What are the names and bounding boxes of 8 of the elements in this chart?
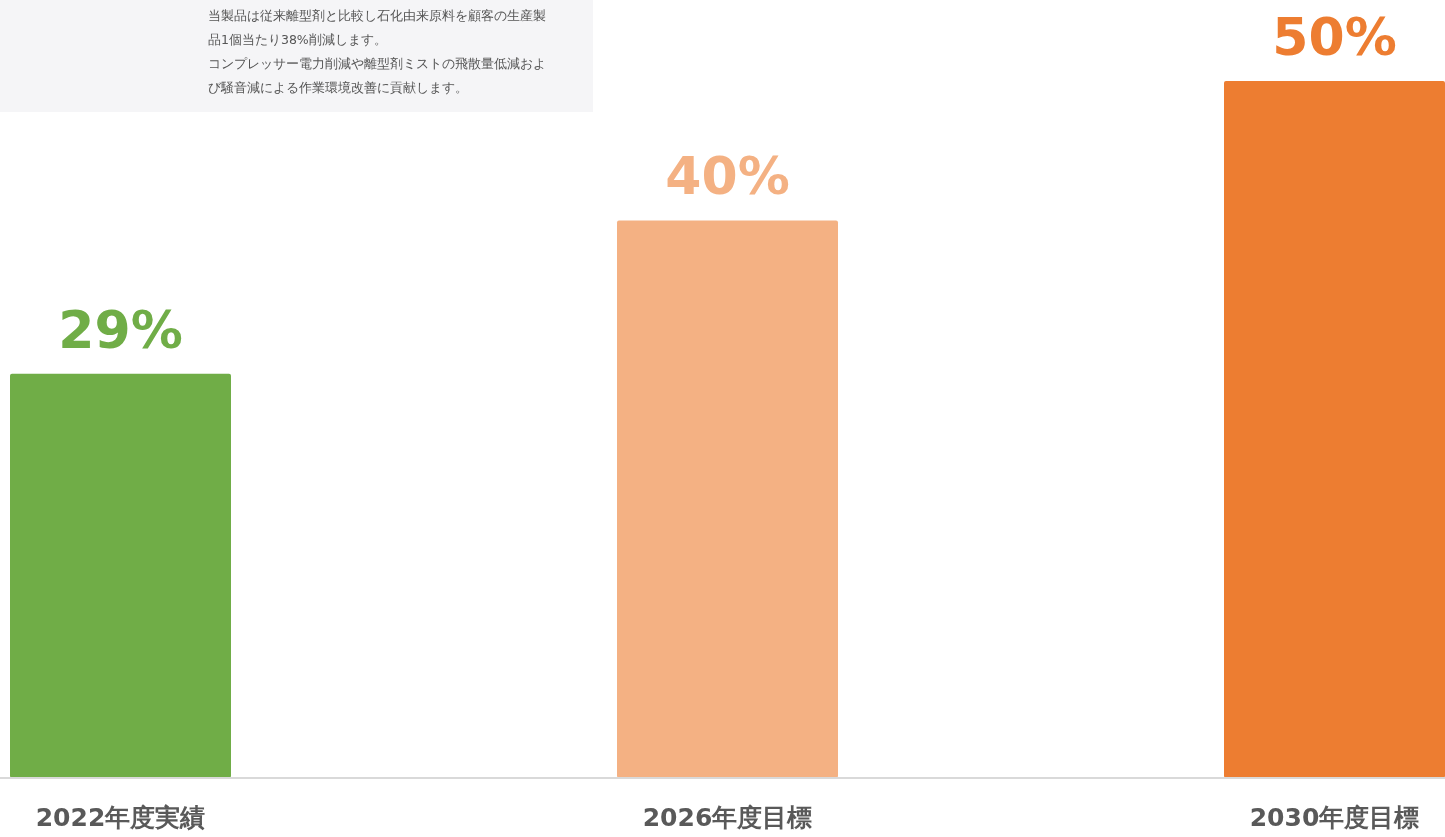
x-tick-label: 2030年度目標 [1249, 803, 1420, 832]
data-label: 29% [58, 299, 183, 360]
note: 当製品は従来離型剤と比較し石化由来原料を顧客の生産製 品1個当たり38%削減します。 コンプレッサー電力削減や離型剤ミストの飛散量低減およ び騒音減による作業環境改善に貢献します。 [0, 0, 593, 112]
annotation: び騒音減による作業環境改善に貢献します。 [208, 80, 468, 95]
x-tick-label: 2022年度実績 [35, 803, 206, 832]
x-tick-label: 2026年度目標 [642, 803, 813, 832]
data-label: 50% [1272, 7, 1397, 67]
data-label: 40% [665, 146, 790, 207]
